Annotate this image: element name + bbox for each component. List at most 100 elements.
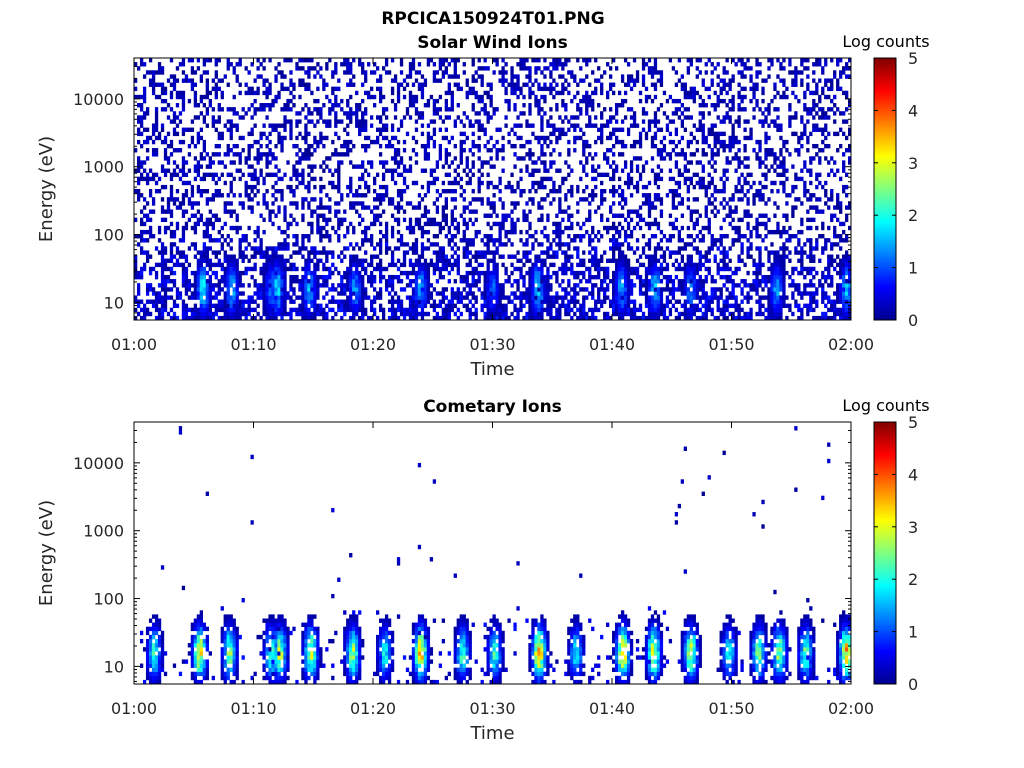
heatmap-cell (316, 303, 320, 309)
heatmap-cell (154, 307, 159, 313)
heatmap-cell (471, 86, 475, 92)
heatmap-cell (471, 303, 475, 309)
heatmap-cell (600, 266, 604, 272)
heatmap-cell (623, 98, 628, 104)
heatmap-cell (220, 246, 224, 251)
heatmap-cell (614, 242, 619, 247)
heatmap-cell (301, 254, 305, 259)
heatmap-cell (614, 311, 619, 317)
heatmap-cell (609, 315, 613, 320)
heatmap-cell (378, 184, 383, 190)
heatmap-cell (474, 217, 478, 223)
heatmap-cell (495, 127, 499, 132)
heatmap-cell (414, 160, 419, 165)
heatmap-cell (647, 197, 652, 202)
heatmap-cell (435, 311, 440, 317)
heatmap-cell (313, 299, 317, 304)
heatmap-cell (626, 242, 631, 247)
heatmap-cell (280, 270, 284, 276)
heatmap-cell (277, 266, 281, 272)
heatmap-cell (414, 315, 419, 320)
heatmap-cell (259, 283, 263, 288)
heatmap-cell (286, 234, 290, 239)
heatmap-cell (208, 58, 212, 63)
heatmap-cell (453, 217, 457, 223)
heatmap-cell (411, 262, 416, 268)
heatmap-cell (358, 127, 362, 132)
heatmap-cell (420, 311, 425, 317)
heatmap-cell (265, 143, 269, 149)
heatmap-cell (378, 279, 383, 284)
heatmap-cell (513, 107, 517, 112)
heatmap-cell (543, 299, 547, 304)
heatmap-cell (426, 229, 431, 235)
heatmap-cell (268, 103, 272, 108)
heatmap-cell (471, 58, 475, 63)
heatmap-cell (310, 270, 314, 276)
heatmap-cell (558, 90, 562, 96)
heatmap-cell (343, 127, 347, 132)
heatmap-cell (172, 131, 177, 137)
heatmap-cell (609, 74, 613, 79)
heatmap-cell (549, 70, 553, 75)
heatmap-cell (378, 86, 383, 92)
heatmap-cell (134, 274, 138, 280)
heatmap-cell (408, 156, 413, 161)
heatmap-cell (620, 127, 625, 132)
heatmap-cell (274, 172, 278, 178)
heatmap-cell (199, 217, 204, 223)
heatmap-cell (256, 250, 260, 255)
heatmap-cell (537, 156, 541, 161)
heatmap-cell (265, 254, 269, 259)
heatmap-cell (468, 258, 472, 263)
heatmap-cell (319, 205, 323, 210)
heatmap-cell (561, 229, 565, 235)
heatmap-cell (190, 66, 195, 71)
heatmap-cell (274, 127, 278, 132)
heatmap-cell (169, 193, 174, 198)
heatmap-cell (519, 266, 523, 272)
heatmap-cell (519, 238, 523, 243)
heatmap-cell (540, 205, 544, 210)
heatmap-cell (588, 98, 592, 104)
heatmap-cell (205, 111, 209, 116)
heatmap-cell (399, 172, 404, 178)
heatmap-cell (420, 143, 425, 149)
heatmap-cell (680, 311, 684, 317)
heatmap-cell (187, 58, 192, 63)
heatmap-cell (423, 262, 428, 268)
heatmap-cell (537, 303, 541, 309)
heatmap-cell (370, 283, 374, 288)
heatmap-cell (373, 94, 377, 100)
heatmap-cell (614, 164, 619, 169)
heatmap-cell (531, 180, 535, 186)
heatmap-cell (620, 254, 625, 259)
heatmap-cell (486, 287, 490, 292)
heatmap-cell (349, 66, 353, 71)
heatmap-cell (444, 152, 448, 157)
heatmap-cell (331, 295, 335, 300)
heatmap-cell (438, 115, 443, 120)
heatmap-cell (358, 274, 362, 280)
heatmap-cell (600, 180, 604, 186)
heatmap-cell (471, 266, 475, 272)
heatmap-cell (151, 82, 156, 87)
heatmap-cell (558, 197, 562, 202)
heatmap-cell (214, 70, 218, 75)
heatmap-cell (402, 176, 407, 182)
heatmap-cell (328, 217, 332, 223)
heatmap-cell (483, 103, 487, 108)
heatmap-cell (304, 58, 308, 63)
heatmap-cell (417, 62, 422, 67)
heatmap-cell (172, 242, 177, 247)
heatmap-cell (148, 70, 153, 75)
heatmap-cell (426, 279, 431, 284)
heatmap-cell (674, 193, 679, 198)
heatmap-cell (226, 291, 230, 296)
heatmap-cell (513, 152, 517, 157)
heatmap-cell (214, 193, 218, 198)
heatmap-cell (337, 299, 341, 304)
heatmap-cell (190, 70, 195, 75)
heatmap-cell (367, 94, 371, 100)
heatmap-cell (373, 213, 377, 218)
